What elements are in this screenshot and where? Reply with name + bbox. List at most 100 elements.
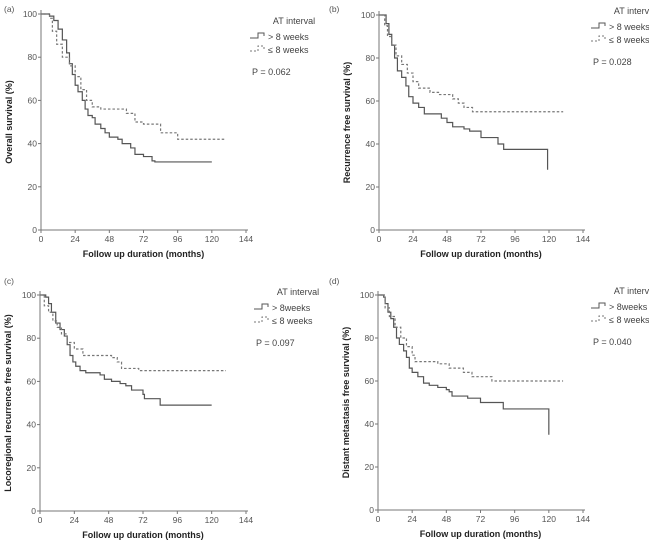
legend: AT interval > 8weeks ≤ 8 weeks bbox=[254, 287, 319, 326]
y-tick-label: 20 bbox=[366, 182, 376, 192]
legend-title: AT interval bbox=[614, 286, 649, 296]
survival-curve-le-8-weeks bbox=[41, 13, 227, 140]
survival-curve-gt-8-weeks bbox=[41, 13, 212, 163]
y-tick-label: 40 bbox=[27, 420, 37, 430]
legend-entry: > 8 weeks bbox=[268, 32, 309, 42]
y-tick-label: 80 bbox=[366, 53, 376, 63]
x-tick-label: 72 bbox=[138, 515, 148, 525]
x-tick-label: 72 bbox=[476, 514, 486, 524]
legend-swatch bbox=[254, 316, 269, 323]
x-tick-label: 0 bbox=[377, 234, 382, 244]
x-tick-label: 144 bbox=[239, 515, 253, 525]
x-tick-label: 24 bbox=[70, 234, 80, 244]
x-tick-label: 48 bbox=[442, 234, 452, 244]
legend-entry: ≤ 8 weeks bbox=[609, 35, 649, 45]
legend-entry: > 8weeks bbox=[609, 302, 648, 312]
legend-entry: ≤ 8 weeks bbox=[609, 315, 649, 325]
y-tick-label: 0 bbox=[369, 505, 374, 515]
x-tick-label: 0 bbox=[39, 234, 44, 244]
y-tick-label: 40 bbox=[366, 139, 376, 149]
x-tick-label: 72 bbox=[139, 234, 149, 244]
x-tick-label: 48 bbox=[104, 515, 114, 525]
survival-curve-le-8-weeks bbox=[378, 294, 564, 382]
legend: AT interval > 8weeks ≤ 8 weeks bbox=[591, 286, 649, 325]
legend-swatch bbox=[250, 45, 265, 52]
y-tick-label: 80 bbox=[27, 333, 37, 343]
legend-title: AT interval bbox=[614, 6, 649, 16]
survival-curve-gt-8-weeks bbox=[40, 294, 212, 406]
legend: AT interval > 8 weeks ≤ 8 weeks bbox=[250, 16, 315, 55]
survival-curve-le-8-weeks bbox=[40, 294, 226, 372]
legend-swatch bbox=[591, 22, 606, 29]
y-tick-label: 100 bbox=[23, 9, 37, 19]
x-tick-label: 0 bbox=[38, 515, 43, 525]
y-tick-label: 20 bbox=[27, 463, 37, 473]
x-tick-label: 24 bbox=[407, 514, 417, 524]
x-axis-label: Follow up duration (months) bbox=[420, 249, 541, 259]
legend-swatch bbox=[591, 35, 606, 42]
y-tick-label: 40 bbox=[28, 139, 38, 149]
legend-title: AT interval bbox=[277, 287, 319, 297]
legend-entry: ≤ 8 weeks bbox=[268, 45, 309, 55]
legend-entry: > 8 weeks bbox=[609, 22, 649, 32]
survival-curve-gt-8-weeks bbox=[379, 14, 549, 170]
chart-panel-a: (a) 0 20 40 60 80 100 0 24 48 72 96 120 144 Follow up … bbox=[4, 4, 315, 259]
p-value-annotation: P = 0.040 bbox=[593, 337, 632, 347]
x-tick-label: 0 bbox=[376, 514, 381, 524]
y-tick-label: 40 bbox=[365, 419, 375, 429]
panel-label: (a) bbox=[4, 4, 15, 14]
x-tick-label: 24 bbox=[70, 515, 80, 525]
x-tick-label: 72 bbox=[476, 234, 486, 244]
x-tick-label: 144 bbox=[239, 234, 253, 244]
x-tick-label: 48 bbox=[442, 514, 452, 524]
panel-label: (d) bbox=[329, 276, 340, 286]
x-tick-label: 120 bbox=[205, 234, 219, 244]
survival-curve-le-8-weeks bbox=[379, 14, 564, 113]
legend-entry: ≤ 8 weeks bbox=[272, 316, 313, 326]
chart-panel-d: (d) 0 20 40 60 80 100 0 24 48 72 96 120 144 Follow up … bbox=[329, 276, 649, 539]
y-axis-label: Distant metastasis free survival (%) bbox=[341, 327, 351, 479]
panel-label: (c) bbox=[4, 276, 14, 286]
x-tick-label: 120 bbox=[542, 234, 556, 244]
x-tick-label: 24 bbox=[408, 234, 418, 244]
y-tick-label: 20 bbox=[28, 182, 38, 192]
x-tick-label: 120 bbox=[542, 514, 556, 524]
x-tick-label: 144 bbox=[576, 234, 590, 244]
x-axis-label: Follow up duration (months) bbox=[83, 249, 204, 259]
y-tick-label: 100 bbox=[361, 10, 375, 20]
x-tick-label: 96 bbox=[510, 514, 520, 524]
chart-panel-c: (c) 0 20 40 60 80 100 0 24 48 72 96 120 144 Follow up … bbox=[3, 276, 319, 540]
y-axis-label: Overall survival (%) bbox=[4, 80, 14, 164]
y-axis-label: Locoregional recurrence free survival (%… bbox=[3, 314, 13, 492]
y-tick-label: 60 bbox=[365, 376, 375, 386]
legend-swatch bbox=[254, 303, 269, 310]
y-tick-label: 100 bbox=[360, 290, 374, 300]
x-tick-label: 96 bbox=[173, 515, 183, 525]
y-tick-label: 20 bbox=[365, 462, 375, 472]
legend-swatch bbox=[591, 302, 606, 309]
x-axis-label: Follow up duration (months) bbox=[420, 529, 541, 539]
x-tick-label: 48 bbox=[105, 234, 115, 244]
y-tick-label: 100 bbox=[22, 290, 36, 300]
x-axis-label: Follow up duration (months) bbox=[82, 530, 203, 540]
y-tick-label: 80 bbox=[28, 52, 38, 62]
x-tick-label: 144 bbox=[576, 514, 590, 524]
y-tick-label: 60 bbox=[366, 96, 376, 106]
y-tick-label: 60 bbox=[28, 95, 38, 105]
p-value-annotation: P = 0.028 bbox=[593, 57, 632, 67]
y-axis-label: Recurrence free survival (%) bbox=[342, 62, 352, 184]
p-value-annotation: P = 0.097 bbox=[256, 338, 295, 348]
legend-swatch bbox=[591, 315, 606, 322]
legend-title: AT interval bbox=[273, 16, 315, 26]
x-tick-label: 120 bbox=[205, 515, 219, 525]
y-tick-label: 0 bbox=[370, 225, 375, 235]
legend: AT interval > 8 weeks ≤ 8 weeks bbox=[591, 6, 649, 45]
panel-label: (b) bbox=[329, 4, 340, 14]
legend-entry: > 8weeks bbox=[272, 303, 311, 313]
y-tick-label: 0 bbox=[32, 225, 37, 235]
legend-swatch bbox=[250, 32, 265, 39]
survival-curve-gt-8-weeks bbox=[378, 294, 550, 435]
x-tick-label: 96 bbox=[173, 234, 183, 244]
chart-panel-b: (b) 0 20 40 60 80 100 0 24 48 72 96 120 144 Follow up … bbox=[329, 4, 649, 259]
